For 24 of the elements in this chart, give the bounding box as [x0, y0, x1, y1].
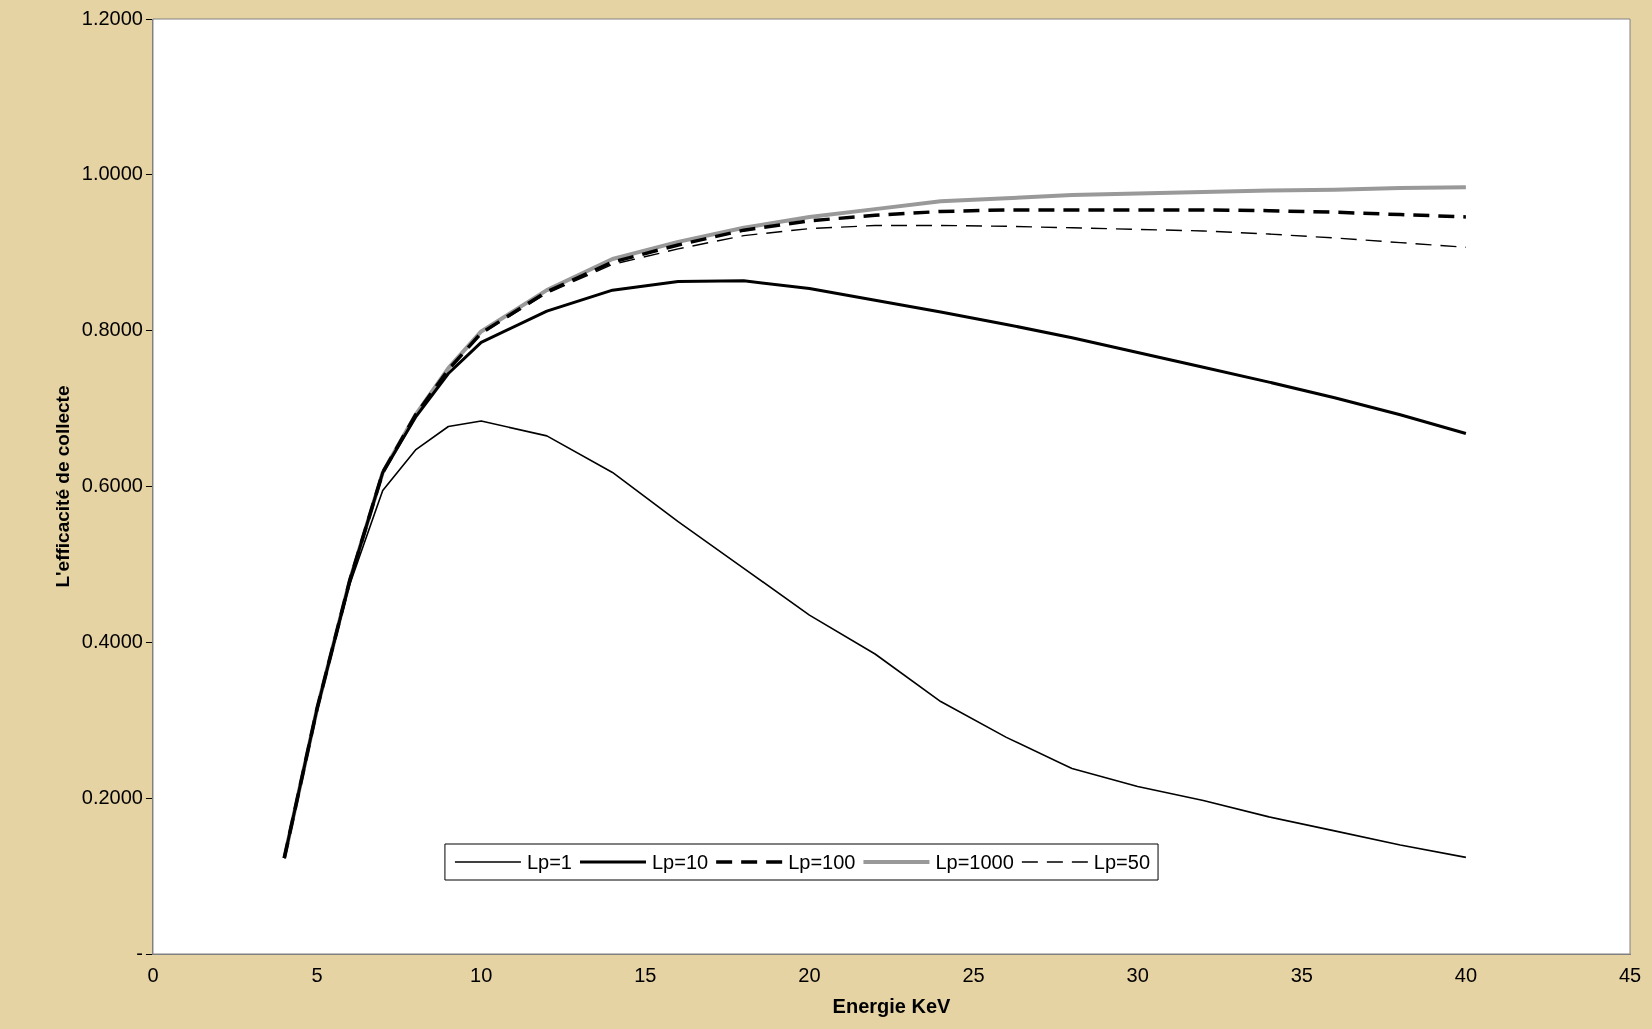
- x-axis-title: Energie KeV: [832, 994, 952, 1017]
- y-tick-label: 1.0000: [81, 162, 143, 185]
- y-tick-label: 0.2000: [81, 785, 143, 808]
- y-tick-label: 0.4000: [81, 629, 143, 652]
- x-tick-label: 25: [962, 963, 985, 986]
- y-tick-label: 0.6000: [81, 474, 143, 497]
- x-tick-label: 40: [1454, 963, 1478, 986]
- x-tick-label: 30: [1126, 963, 1149, 986]
- y-tick-label: 0.8000: [81, 318, 143, 341]
- y-axis-title: L'efficacité de collecte: [51, 385, 73, 588]
- x-tick-label: 5: [311, 963, 323, 986]
- x-tick-label: 20: [798, 963, 821, 986]
- legend-label: Lp=50: [1093, 850, 1151, 873]
- legend-label: Lp=100: [788, 850, 856, 873]
- x-tick-label: 45: [1618, 963, 1642, 986]
- x-tick-label: 35: [1290, 963, 1313, 986]
- legend-label: Lp=1000: [935, 850, 1014, 873]
- x-tick-label: 10: [470, 963, 493, 986]
- x-tick-label: 15: [634, 963, 657, 986]
- x-tick-label: 0: [147, 963, 159, 986]
- y-tick-label: 1.2000: [81, 6, 143, 29]
- legend-label: Lp=10: [651, 850, 709, 873]
- legend-label: Lp=1: [526, 850, 572, 873]
- y-tick-label: -: [136, 941, 143, 964]
